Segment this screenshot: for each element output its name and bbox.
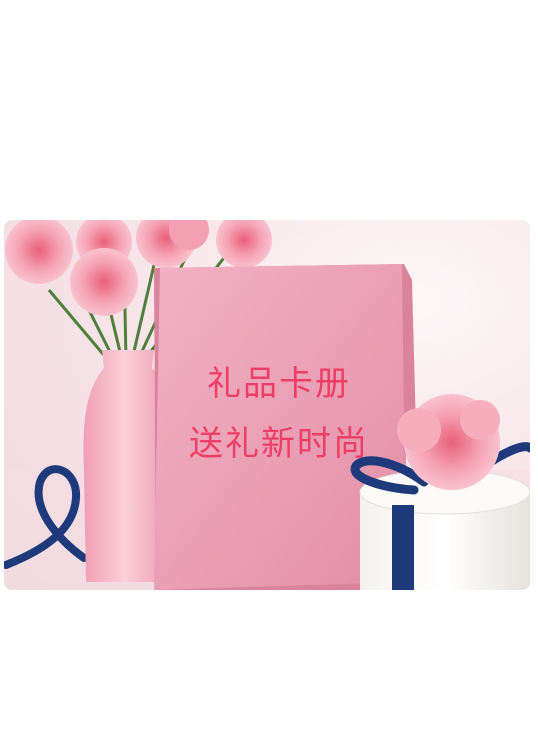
ribbon-left xyxy=(4,465,88,569)
gift-card xyxy=(154,264,416,590)
banner-illustration xyxy=(4,220,530,590)
pink-vase xyxy=(83,350,175,582)
gift-box xyxy=(350,394,530,590)
gift-card-banner[interactable]: 礼品卡册 送礼新时尚 xyxy=(4,220,530,590)
card-title-line-1: 礼品卡册 xyxy=(207,364,351,404)
card-title-line-2: 送礼新时尚 xyxy=(189,424,369,464)
carnation-flowers xyxy=(5,220,272,316)
